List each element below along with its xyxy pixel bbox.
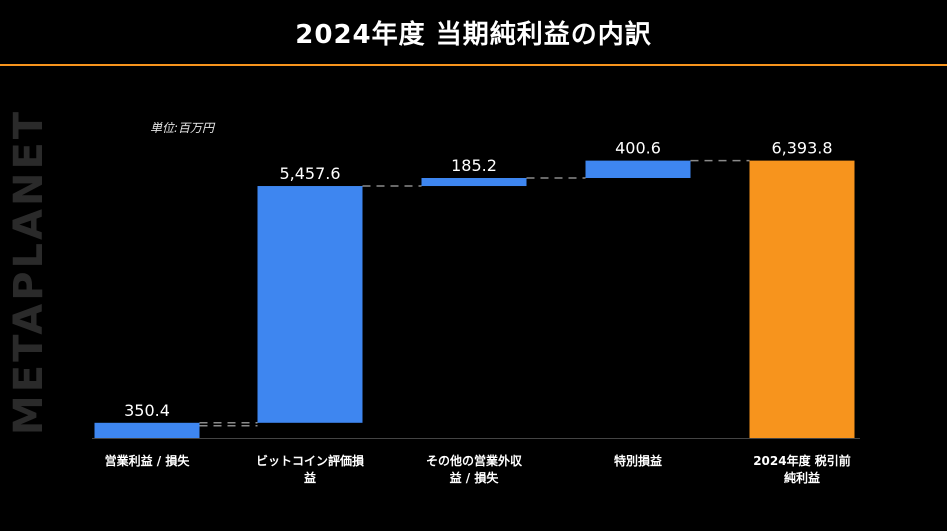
bar-value-label-5: 6,393.8 <box>771 139 832 158</box>
bar-value-label-2: 5,457.6 <box>279 164 340 183</box>
category-label-3-line-2: 益 / 損失 <box>450 470 500 485</box>
category-label-2-line-1: ビットコイン評価損 <box>256 453 365 468</box>
category-label-5-line-1: 2024年度 税引前 <box>753 453 851 468</box>
unit-label: 単位:百万円 <box>150 121 215 135</box>
category-label-3-line-1: その他の営業外収 <box>426 453 523 468</box>
bar-5 <box>749 160 855 438</box>
category-label-1: 営業利益 / 損失 <box>105 453 191 468</box>
bar-value-label-4: 400.6 <box>615 139 661 158</box>
bar-1 <box>94 422 200 438</box>
title-divider <box>0 64 947 66</box>
bar-value-label-1: 350.4 <box>124 401 170 420</box>
category-label-5-line-2: 純利益 <box>784 470 820 485</box>
category-label-2-line-2: 益 <box>304 470 316 485</box>
bar-value-label-3: 185.2 <box>451 156 497 175</box>
bar-4 <box>585 160 691 179</box>
bar-2 <box>257 186 363 423</box>
category-label-4: 特別損益 <box>614 453 662 468</box>
chart-title: 2024年度 当期純利益の内訳 <box>295 20 652 50</box>
bar-3 <box>421 178 527 187</box>
